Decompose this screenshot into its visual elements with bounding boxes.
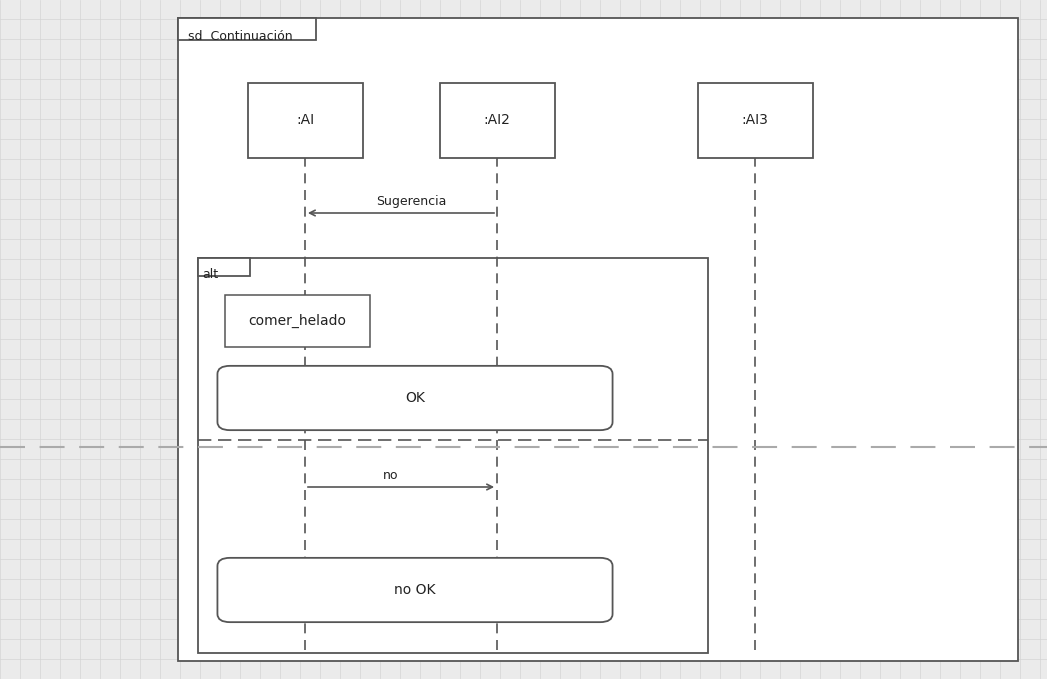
Text: comer_helado: comer_helado [248,314,347,328]
Text: no: no [383,469,399,482]
Text: :AI: :AI [296,113,314,127]
Polygon shape [178,18,316,40]
Text: Sugerencia: Sugerencia [376,195,446,208]
Text: OK: OK [405,391,425,405]
FancyBboxPatch shape [218,558,612,622]
Text: :AI3: :AI3 [741,113,768,127]
Text: no OK: no OK [395,583,436,597]
FancyBboxPatch shape [440,83,555,158]
Text: sd  Continuación: sd Continuación [188,30,292,43]
Text: :AI2: :AI2 [484,113,511,127]
FancyBboxPatch shape [697,83,812,158]
FancyBboxPatch shape [178,18,1018,661]
FancyBboxPatch shape [218,366,612,430]
FancyBboxPatch shape [247,83,362,158]
Polygon shape [198,258,250,276]
Text: alt: alt [202,268,218,281]
FancyBboxPatch shape [225,295,370,347]
